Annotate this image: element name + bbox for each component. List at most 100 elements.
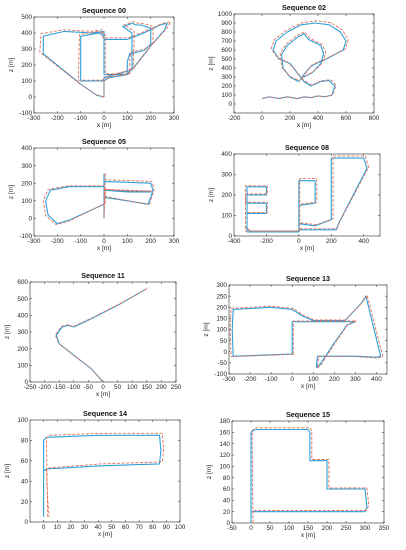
y-tick-label: 60 [223,486,231,493]
x-tick-label: -200 [244,376,257,383]
x-tick-label: -100 [74,115,87,122]
x-tick-label: -100 [74,238,87,245]
x-tick-label: -300 [28,115,41,122]
x-tick-label: 0 [290,376,294,383]
x-tick-label: 70 [136,524,144,531]
y-tick-label: 100 [17,417,28,424]
y-tick-label: 20 [21,499,29,506]
y-tick-label: 100 [21,78,32,85]
x-axis-label: x [m] [96,391,110,398]
x-tick-label: 250 [171,384,182,391]
x-tick-label: 150 [141,384,152,391]
y-axis-label: z [m] [208,188,215,202]
y-tick-label: 20 [223,509,231,516]
chart-title: Sequence 11 [81,271,125,280]
x-tick-label: 100 [122,238,133,245]
x-tick-label: 40 [95,524,103,531]
y-tick-label: 250 [216,293,227,300]
y-tick-label: 300 [17,329,28,336]
y-tick-label: 100 [221,213,232,220]
x-tick-label: 100 [284,525,295,532]
x-tick-label: 200 [322,525,333,532]
estimated-trajectory [244,155,370,232]
x-axis-label: x [m] [97,245,111,252]
x-tick-label: -300 [28,238,41,245]
y-tick-label: 0 [228,233,232,240]
y-tick-label: 100 [216,327,227,334]
y-tick-label: 40 [21,478,29,485]
x-tick-label: 200 [145,238,156,245]
x-tick-label: 150 [303,525,314,532]
chart-panel: Sequence 02 -200 0 200 400 600 800 0 100 200 300 40… [208,3,380,129]
x-tick-label: 80 [149,524,157,531]
x-tick-label: 200 [326,238,337,245]
y-axis-label: z [m] [208,56,215,70]
x-axis-label: x [m] [300,245,314,252]
chart-panel: Sequence 13 -300 -200 -100 0 100 200 300 400 -100… [203,274,388,390]
x-tick-label: 200 [145,115,156,122]
y-tick-label: 400 [221,151,232,158]
x-tick-label: 800 [369,115,380,122]
x-tick-label: -200 [38,384,51,391]
chart-panel: Sequence 08 -400 -200 0 200 400 0 100 200 300 400 x… [208,143,381,252]
x-tick-label: 0 [102,115,106,122]
y-tick-label: 200 [221,192,232,199]
plot-area [228,284,388,375]
x-axis-label: x [m] [301,532,315,539]
y-tick-label: 140 [219,441,230,448]
x-axis-label: x [m] [98,531,112,538]
x-tick-label: 0 [297,238,301,245]
chart-title: Sequence 15 [286,410,330,419]
x-axis-label: x [m] [297,122,311,129]
chart-panel: Sequence 05 -300 -200 -100 0 100 200 300 -100 0 10… [8,137,180,252]
y-tick-label: 200 [21,180,32,187]
y-tick-label: 0 [24,379,28,386]
y-tick-label: 400 [21,30,32,37]
y-tick-label: 180 [219,418,230,425]
x-tick-label: 10 [54,524,62,531]
x-tick-label: 0 [42,524,46,531]
chart-title: Sequence 00 [82,6,126,15]
estimated-trajectory [42,172,155,226]
x-tick-label: 50 [266,525,274,532]
x-tick-label: -100 [67,384,80,391]
x-tick-label: 400 [358,238,369,245]
y-tick-label: 300 [221,74,232,81]
plot-area [29,281,177,383]
y-tick-label: 80 [223,475,231,482]
x-tick-label: -50 [227,525,237,532]
y-tick-label: 400 [17,313,28,320]
chart-panel: Sequence 15-50 0 50 100 150 200 250 300 35002040… [206,410,390,539]
x-tick-label: 100 [175,524,186,531]
y-tick-label: 0 [28,216,32,223]
x-tick-label: 200 [156,384,167,391]
chart-title: Sequence 02 [282,3,326,12]
ground-truth-trajectory [250,428,368,523]
y-axis-label: z [m] [203,322,210,336]
y-tick-label: 0 [28,94,32,101]
x-tick-label: 60 [122,524,130,531]
x-tick-label: -250 [24,384,37,391]
y-tick-label: 300 [21,163,32,170]
y-axis-label: z [m] [8,58,15,72]
x-tick-label: 30 [81,524,89,531]
y-tick-label: 200 [216,304,227,311]
y-tick-label: 0 [223,349,227,356]
x-tick-label: 0 [101,384,105,391]
y-axis-label: z [m] [8,185,15,199]
y-tick-label: 100 [17,363,28,370]
estimated-trajectory [54,287,149,382]
chart-title: Sequence 14 [83,409,127,418]
x-axis-label: x [m] [97,122,111,129]
y-tick-label: 80 [21,438,29,445]
y-tick-label: 100 [221,92,232,99]
x-tick-label: -100 [265,376,278,383]
y-tick-label: 800 [221,29,232,36]
ground-truth-trajectory [231,295,382,368]
x-tick-label: 200 [285,115,296,122]
y-tick-label: 300 [21,46,32,53]
x-tick-label: -200 [260,238,273,245]
chart-title: Sequence 08 [285,143,329,152]
x-tick-label: -150 [53,384,66,391]
x-tick-label: 0 [102,238,106,245]
